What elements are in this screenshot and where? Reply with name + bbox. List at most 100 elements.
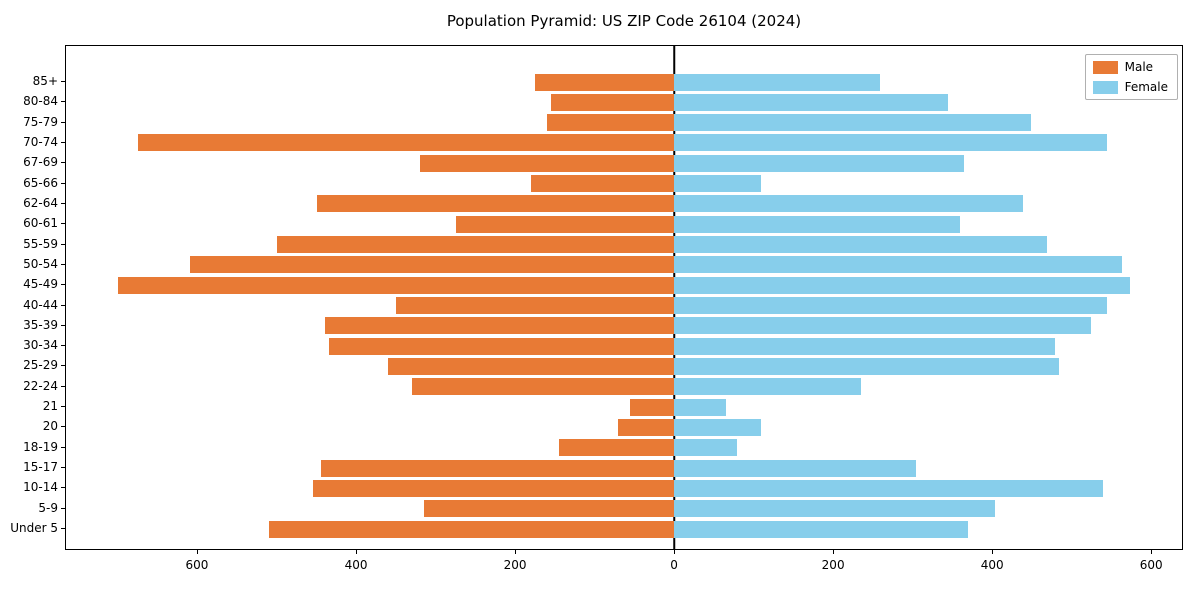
- male-bar-40-44: [396, 297, 674, 314]
- male-bar-15-17: [320, 459, 674, 477]
- female-bar-85+: [674, 73, 881, 91]
- y-tick-mark: [61, 345, 65, 347]
- x-tick-label-400: 400: [980, 558, 1004, 572]
- male-bar-75-79: [547, 114, 674, 132]
- male-bar-35-39: [324, 317, 674, 335]
- female-bar-67-69: [674, 154, 964, 172]
- x-tick-label-0: 0: [670, 558, 678, 572]
- y-axis-label-21: 21: [42, 399, 58, 414]
- y-axis-label-55-59: 55-59: [23, 236, 58, 251]
- legend-entry-female: Female: [1092, 80, 1168, 94]
- y-axis-label-80-84: 80-84: [23, 94, 58, 109]
- male-bar-60-61: [455, 215, 674, 233]
- x-tick-label-600: 600: [185, 558, 209, 572]
- y-axis-label-70-74: 70-74: [23, 134, 58, 149]
- male-bar-85+: [535, 73, 674, 91]
- y-tick-mark: [61, 162, 65, 164]
- female-bar-65-66: [674, 175, 762, 193]
- female-bar-75-79: [674, 114, 1032, 132]
- female-bar-5-9: [674, 500, 996, 518]
- y-tick-mark: [61, 121, 65, 123]
- x-tick-mark: [833, 550, 835, 554]
- y-tick-mark: [61, 223, 65, 225]
- y-axis-label-25-29: 25-29: [23, 358, 58, 373]
- y-tick-mark: [61, 385, 65, 387]
- male-bar-45-49: [118, 276, 674, 294]
- x-tick-label-400: 400: [344, 558, 368, 572]
- female-bar-18-19: [674, 439, 738, 457]
- female-bar-62-64: [674, 195, 1024, 213]
- legend-swatch-male: [1092, 60, 1118, 74]
- chart-title: Population Pyramid: US ZIP Code 26104 (2…: [446, 12, 802, 30]
- legend-label-male: Male: [1124, 60, 1154, 74]
- y-axis-label-22-24: 22-24: [23, 378, 58, 393]
- y-axis-label-65-66: 65-66: [23, 175, 58, 190]
- y-tick-mark: [61, 365, 65, 367]
- y-tick-mark: [61, 284, 65, 286]
- male-bar-55-59: [277, 236, 674, 254]
- y-axis-label-30-34: 30-34: [23, 338, 58, 353]
- male-bar-67-69: [420, 154, 674, 172]
- y-axis-label-40-44: 40-44: [23, 297, 58, 312]
- y-tick-mark: [61, 467, 65, 469]
- male-bar-30-34: [328, 337, 674, 355]
- male-bar-Under 5: [269, 520, 674, 538]
- male-bar-10-14: [312, 479, 674, 497]
- y-tick-mark: [61, 182, 65, 184]
- x-tick-mark: [196, 550, 198, 554]
- x-tick-mark: [356, 550, 358, 554]
- x-tick-label-200: 200: [503, 558, 527, 572]
- male-bar-70-74: [138, 134, 674, 152]
- y-tick-mark: [61, 446, 65, 448]
- y-tick-mark: [61, 304, 65, 306]
- x-tick-mark: [1151, 550, 1153, 554]
- female-bar-22-24: [674, 378, 861, 396]
- x-tick-label-200: 200: [821, 558, 845, 572]
- y-tick-mark: [61, 487, 65, 489]
- y-tick-mark: [61, 141, 65, 143]
- y-tick-mark: [61, 81, 65, 82]
- male-bar-50-54: [189, 256, 674, 274]
- y-axis-label-60-61: 60-61: [23, 216, 58, 231]
- male-bar-5-9: [423, 500, 674, 518]
- male-bar-80-84: [550, 93, 674, 111]
- plot-area: Male Female: [65, 45, 1183, 550]
- male-bar-65-66: [531, 175, 674, 193]
- y-tick-mark: [61, 202, 65, 204]
- female-bar-10-14: [674, 479, 1103, 497]
- female-bar-35-39: [674, 317, 1091, 335]
- female-bar-55-59: [674, 236, 1048, 254]
- female-bar-15-17: [674, 459, 917, 477]
- legend: Male Female: [1084, 54, 1178, 100]
- y-tick-mark: [61, 101, 65, 103]
- y-tick-mark: [61, 528, 65, 529]
- x-tick-mark: [674, 550, 676, 554]
- female-bar-70-74: [674, 134, 1107, 152]
- female-bar-Under 5: [674, 520, 968, 538]
- y-axis-label-20: 20: [42, 419, 58, 434]
- y-tick-mark: [61, 324, 65, 326]
- y-axis-label-5-9: 5-9: [38, 500, 58, 515]
- female-bar-25-29: [674, 357, 1059, 375]
- female-bar-21: [674, 398, 726, 416]
- y-axis-label-75-79: 75-79: [23, 114, 58, 129]
- male-bar-62-64: [316, 195, 674, 213]
- female-bar-20: [674, 418, 762, 436]
- female-bar-45-49: [674, 276, 1131, 294]
- x-tick-label-600: 600: [1139, 558, 1163, 572]
- y-axis-label-Under 5: Under 5: [10, 521, 58, 535]
- x-tick-mark: [992, 550, 994, 554]
- legend-label-female: Female: [1124, 80, 1168, 94]
- y-tick-mark: [61, 426, 65, 428]
- legend-swatch-female: [1092, 80, 1118, 94]
- y-axis-label-10-14: 10-14: [23, 480, 58, 495]
- male-bar-18-19: [558, 439, 674, 457]
- y-tick-mark: [61, 243, 65, 245]
- female-bar-50-54: [674, 256, 1123, 274]
- y-axis-label-15-17: 15-17: [23, 460, 58, 475]
- y-axis-label-50-54: 50-54: [23, 256, 58, 271]
- female-bar-40-44: [674, 297, 1107, 314]
- male-bar-25-29: [388, 357, 674, 375]
- y-axis-label-18-19: 18-19: [23, 439, 58, 454]
